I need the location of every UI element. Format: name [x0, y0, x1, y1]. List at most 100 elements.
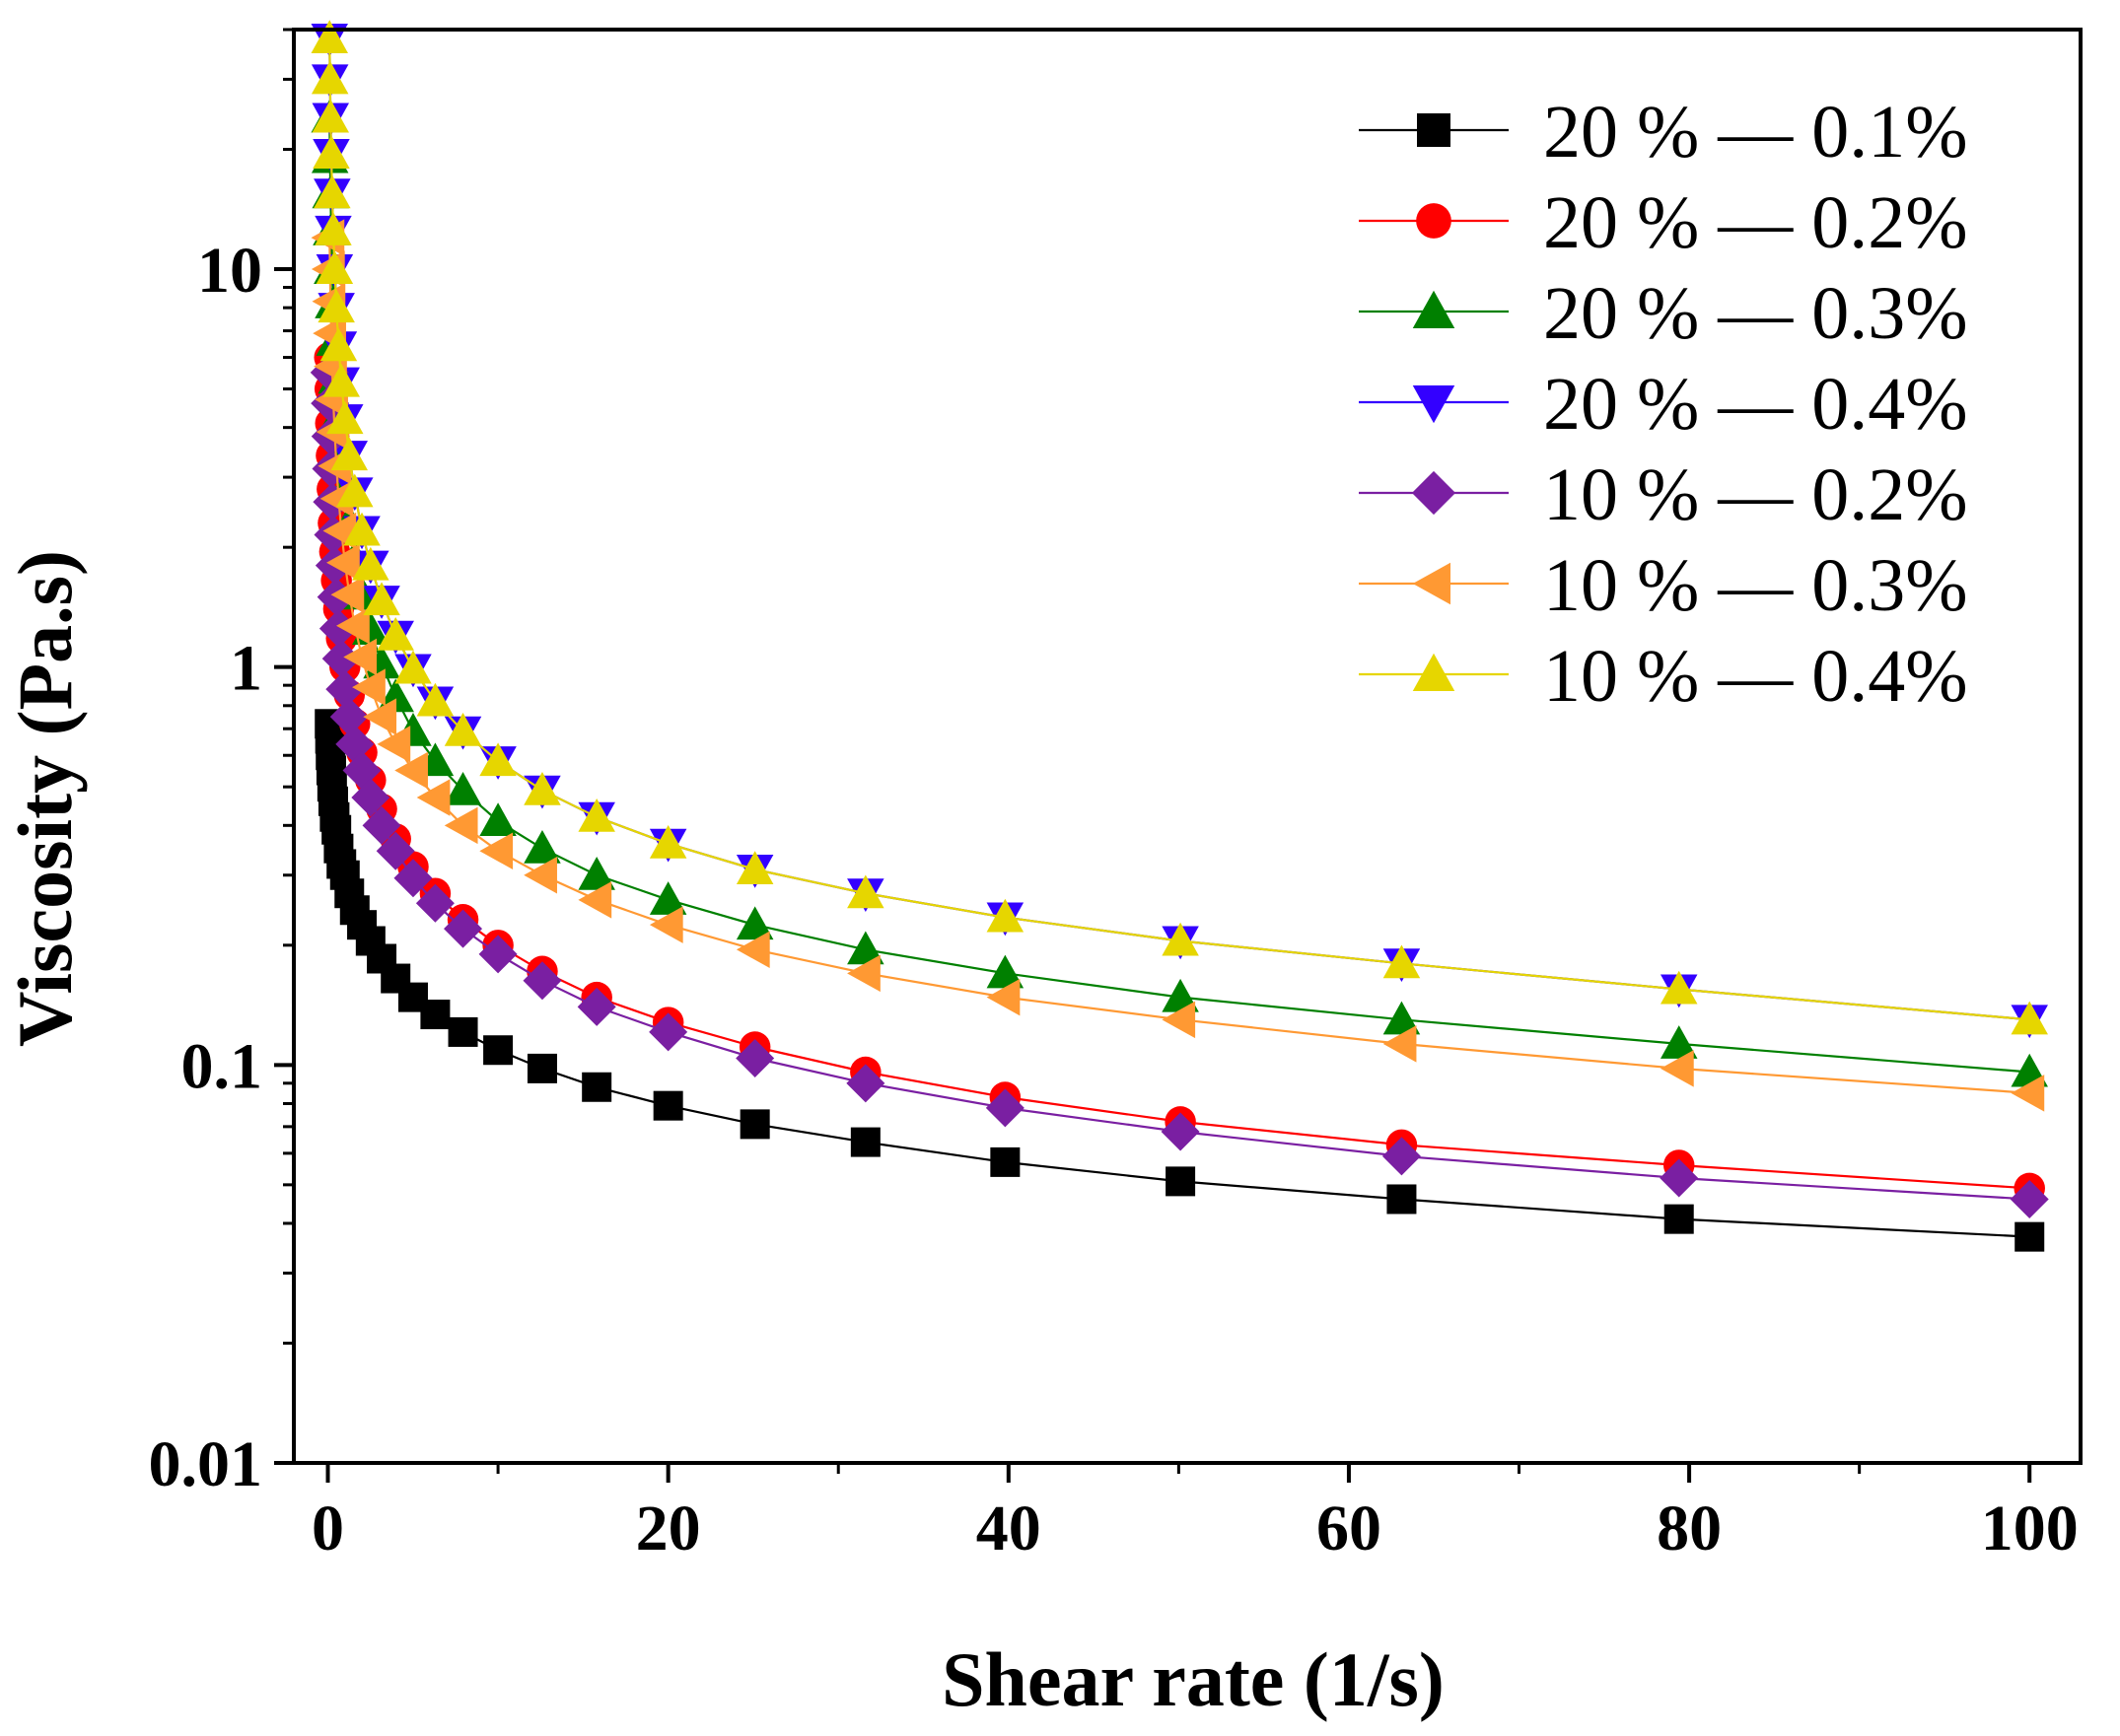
data-point [330, 576, 365, 614]
data-point [850, 1127, 881, 1157]
data-point [316, 250, 354, 285]
data-point [416, 682, 455, 717]
legend-label: 20 % — 0.2% [1543, 181, 1968, 264]
data-point [321, 639, 361, 678]
data-point [990, 1146, 1021, 1177]
data-point [415, 883, 455, 923]
data-point [444, 806, 478, 845]
data-point [352, 668, 386, 706]
data-point [318, 609, 358, 649]
data-point [311, 60, 349, 95]
data-point [1660, 970, 1698, 1005]
data-point [523, 961, 562, 1001]
data-point [420, 1000, 451, 1030]
legend-label: 20 % — 0.3% [1543, 272, 1968, 355]
data-point [448, 1016, 478, 1047]
data-point [653, 1090, 683, 1121]
data-point [986, 898, 1025, 933]
plot-frame [292, 28, 2083, 1465]
data-point [311, 20, 348, 53]
y-axis-title: Viscosity (Pa.s) [2, 550, 88, 1047]
legend-label: 20 % — 0.4% [1543, 363, 1968, 446]
legend-label: 20 % — 0.1% [1543, 91, 1968, 174]
data-point [1660, 1050, 1694, 1087]
data-point [649, 1012, 688, 1052]
data-point [326, 543, 360, 582]
y-tick-label: 0.01 [149, 1428, 263, 1500]
data-point [1162, 1001, 1196, 1039]
legend-entry: 20 % — 0.1% [1359, 91, 1968, 174]
data-point [2011, 1001, 2048, 1035]
data-point [393, 859, 433, 898]
data-point [986, 954, 1025, 989]
legend-label: 10 % — 0.2% [1543, 453, 1968, 536]
legend-marker [1417, 113, 1450, 147]
data-point [847, 931, 884, 965]
data-point [2010, 1179, 2049, 1218]
data-point [325, 669, 365, 709]
data-point [479, 832, 514, 869]
data-point [363, 582, 400, 616]
data-point [343, 512, 381, 546]
x-tick-label: 100 [1981, 1493, 2079, 1564]
x-tick-label: 0 [312, 1493, 344, 1564]
data-point [363, 698, 397, 735]
x-tick-label: 80 [1657, 1493, 1722, 1564]
data-point [444, 712, 482, 746]
data-point [524, 856, 557, 894]
x-tick-label: 60 [1316, 1493, 1381, 1564]
plot-area [310, 20, 2049, 1252]
data-point [313, 135, 350, 169]
data-point [376, 831, 415, 870]
data-point [362, 805, 401, 845]
data-point [444, 909, 483, 948]
data-point [1382, 944, 1421, 979]
x-tick-label: 40 [976, 1493, 1041, 1564]
data-point [985, 1088, 1025, 1128]
data-point [394, 650, 432, 684]
data-point [377, 616, 414, 651]
data-point [1382, 1025, 1417, 1063]
data-point [527, 1053, 557, 1083]
data-point [351, 778, 390, 817]
data-point [1660, 1158, 1699, 1198]
data-point [322, 363, 360, 397]
data-point [578, 881, 612, 919]
data-point [578, 856, 615, 890]
data-point [578, 799, 615, 832]
legend-label: 10 % — 0.3% [1543, 544, 1968, 627]
data-point [524, 829, 561, 864]
data-point [736, 1038, 775, 1077]
data-point [736, 851, 774, 885]
data-point [524, 771, 561, 805]
data-point [479, 802, 517, 836]
x-tick-label: 20 [636, 1493, 701, 1564]
data-point [416, 779, 451, 816]
data-point [1386, 1184, 1417, 1215]
data-point [343, 638, 378, 676]
data-point [319, 480, 354, 518]
data-point [394, 751, 428, 790]
data-point [336, 607, 370, 645]
data-point [1660, 1025, 1698, 1059]
data-point [444, 771, 482, 805]
legend-entry: 10 % — 0.3% [1359, 544, 1968, 627]
data-point [846, 1064, 885, 1103]
legend-marker [1411, 470, 1456, 516]
legend-marker [1412, 653, 1455, 691]
data-point [2014, 1221, 2045, 1252]
data-point [986, 978, 1021, 1016]
data-point [740, 1109, 770, 1140]
data-point [330, 437, 369, 471]
legend-marker [1412, 290, 1455, 328]
series-line-1 [328, 724, 2030, 1238]
data-point [736, 931, 770, 969]
data-point [319, 327, 358, 362]
legend-entry: 20 % — 0.2% [1359, 181, 1968, 264]
data-point [314, 174, 351, 209]
y-tick-label: 1 [230, 633, 262, 705]
data-point [318, 289, 355, 323]
data-point [1162, 922, 1199, 956]
legend-entry: 10 % — 0.2% [1359, 453, 1968, 536]
data-point [582, 1072, 612, 1102]
